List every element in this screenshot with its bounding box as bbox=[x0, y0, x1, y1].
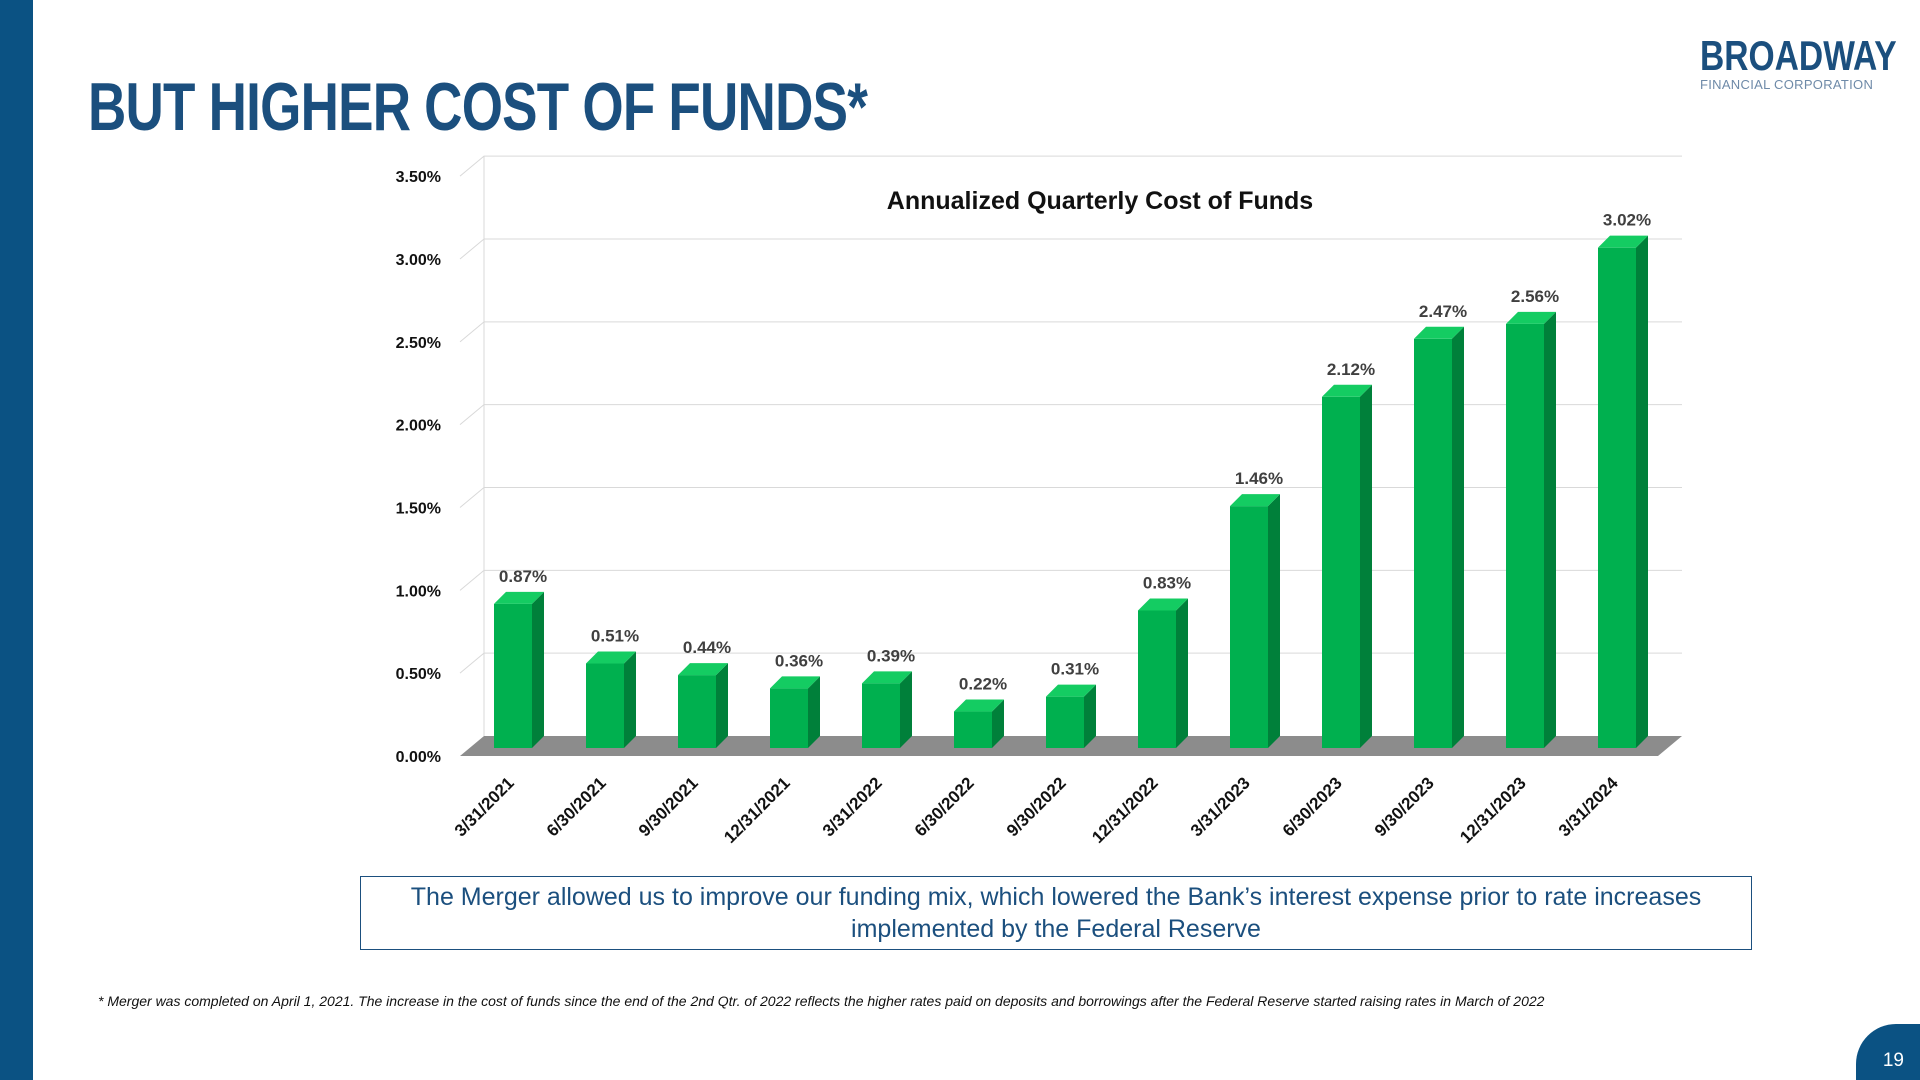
page-number: 19 bbox=[1882, 1050, 1904, 1071]
logo-subtitle: FINANCIAL CORPORATION bbox=[1700, 77, 1874, 92]
bar bbox=[1322, 396, 1360, 748]
x-tick-label: 12/31/2021 bbox=[720, 773, 794, 847]
bar bbox=[1046, 696, 1084, 748]
bar-side bbox=[1360, 384, 1372, 748]
bar bbox=[678, 675, 716, 748]
y-tick-label: 1.00% bbox=[396, 583, 441, 600]
x-tick-label: 3/31/2023 bbox=[1187, 773, 1254, 840]
bar-side bbox=[900, 671, 912, 748]
bar bbox=[862, 683, 900, 748]
bar-top bbox=[494, 591, 544, 604]
bar-top bbox=[770, 676, 820, 689]
y-tick-label: 0.50% bbox=[396, 666, 441, 683]
company-logo: BROADWAY FINANCIAL CORPORATION bbox=[1700, 34, 1897, 94]
x-tick-label: 9/30/2022 bbox=[1003, 773, 1070, 840]
bar-top bbox=[1506, 311, 1556, 324]
data-label: 0.39% bbox=[867, 646, 915, 665]
merger-note-text: The Merger allowed us to improve our fun… bbox=[410, 883, 1702, 943]
bar bbox=[1506, 323, 1544, 748]
y-tick-label: 2.50% bbox=[396, 335, 441, 352]
bar-side bbox=[1636, 235, 1648, 749]
data-label: 2.56% bbox=[1511, 287, 1559, 306]
bar-side bbox=[1452, 326, 1464, 748]
bar-top bbox=[586, 651, 636, 664]
bar bbox=[586, 663, 624, 748]
bar bbox=[494, 603, 532, 748]
bar-side bbox=[992, 699, 1004, 748]
bar-top bbox=[1598, 235, 1648, 248]
bar-top bbox=[1138, 598, 1188, 611]
x-tick-label: 3/31/2021 bbox=[451, 773, 518, 840]
data-label: 2.47% bbox=[1419, 302, 1467, 321]
y-tick-label: 0.00% bbox=[396, 749, 441, 766]
gridline bbox=[459, 569, 1682, 591]
data-label: 0.51% bbox=[591, 627, 639, 646]
bar bbox=[1230, 506, 1268, 748]
x-tick-label: 6/30/2022 bbox=[911, 773, 978, 840]
data-label: 2.12% bbox=[1327, 360, 1375, 379]
y-tick-label: 1.50% bbox=[396, 501, 441, 518]
x-tick-label: 9/30/2021 bbox=[635, 773, 702, 840]
bar-side bbox=[624, 651, 636, 748]
x-tick-label: 12/31/2023 bbox=[1456, 773, 1530, 847]
bar bbox=[1598, 247, 1636, 749]
gridline bbox=[459, 404, 1682, 426]
data-label: 0.83% bbox=[1143, 573, 1191, 592]
bar-side bbox=[808, 676, 820, 748]
bar-side bbox=[532, 591, 544, 748]
gridline bbox=[459, 487, 1682, 508]
slide-title: BUT HIGHER COST OF FUNDS* bbox=[88, 69, 868, 145]
bar-top bbox=[678, 663, 728, 676]
x-tick-label: 9/30/2023 bbox=[1371, 773, 1438, 840]
bar-top bbox=[1230, 494, 1280, 507]
data-label: 0.44% bbox=[683, 638, 731, 657]
page-number-tab: 19 bbox=[1856, 1024, 1920, 1080]
x-tick-label: 6/30/2021 bbox=[543, 773, 610, 840]
gridline bbox=[459, 321, 1682, 343]
chart-title: Annualized Quarterly Cost of Funds bbox=[887, 187, 1313, 215]
cost-of-funds-chart: Annualized Quarterly Cost of Funds 0.00% 0… bbox=[396, 155, 1682, 847]
left-accent-bar bbox=[0, 0, 33, 1080]
bar bbox=[954, 711, 992, 748]
footnote: * Merger was completed on April 1, 2021.… bbox=[98, 993, 1545, 1009]
gridline bbox=[459, 155, 1682, 177]
bar-side bbox=[1176, 598, 1188, 748]
x-tick-label: 3/31/2024 bbox=[1555, 773, 1622, 840]
data-label: 1.46% bbox=[1235, 469, 1283, 488]
bar-top bbox=[1414, 326, 1464, 339]
bar bbox=[770, 688, 808, 748]
x-tick-label: 12/31/2022 bbox=[1088, 773, 1162, 847]
bar-top bbox=[1046, 684, 1096, 697]
bar bbox=[1414, 338, 1452, 748]
data-label: 0.87% bbox=[499, 567, 547, 586]
x-tick-label: 3/31/2022 bbox=[819, 773, 886, 840]
bar-top bbox=[954, 699, 1004, 712]
bar-side bbox=[1084, 684, 1096, 748]
y-tick-label: 3.50% bbox=[396, 169, 441, 186]
gridline bbox=[459, 652, 1682, 674]
gridline bbox=[459, 238, 1682, 260]
data-label: 0.22% bbox=[959, 675, 1007, 694]
data-label: 0.36% bbox=[775, 651, 823, 670]
y-tick-label: 3.00% bbox=[396, 252, 441, 269]
data-label: 0.31% bbox=[1051, 660, 1099, 679]
merger-note-box: The Merger allowed us to improve our fun… bbox=[360, 876, 1752, 950]
bar-top bbox=[862, 671, 912, 684]
x-tick-label: 6/30/2023 bbox=[1279, 773, 1346, 840]
y-tick-label: 2.00% bbox=[396, 418, 441, 435]
bar-side bbox=[716, 663, 728, 748]
bar bbox=[1138, 610, 1176, 748]
data-label: 3.02% bbox=[1603, 211, 1651, 230]
bar-side bbox=[1268, 494, 1280, 748]
bar-side bbox=[1544, 311, 1556, 748]
bar-top bbox=[1322, 384, 1372, 397]
